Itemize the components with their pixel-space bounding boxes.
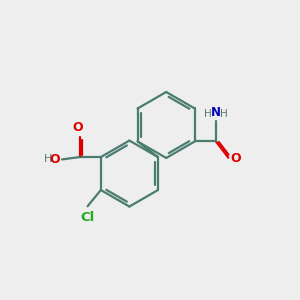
Text: O: O (73, 122, 83, 134)
Text: H: H (220, 109, 228, 119)
Text: O: O (230, 152, 241, 165)
Text: Cl: Cl (80, 211, 95, 224)
Text: H: H (44, 154, 52, 164)
Text: O: O (49, 153, 60, 166)
Text: N: N (211, 106, 221, 119)
Text: H: H (204, 109, 212, 119)
